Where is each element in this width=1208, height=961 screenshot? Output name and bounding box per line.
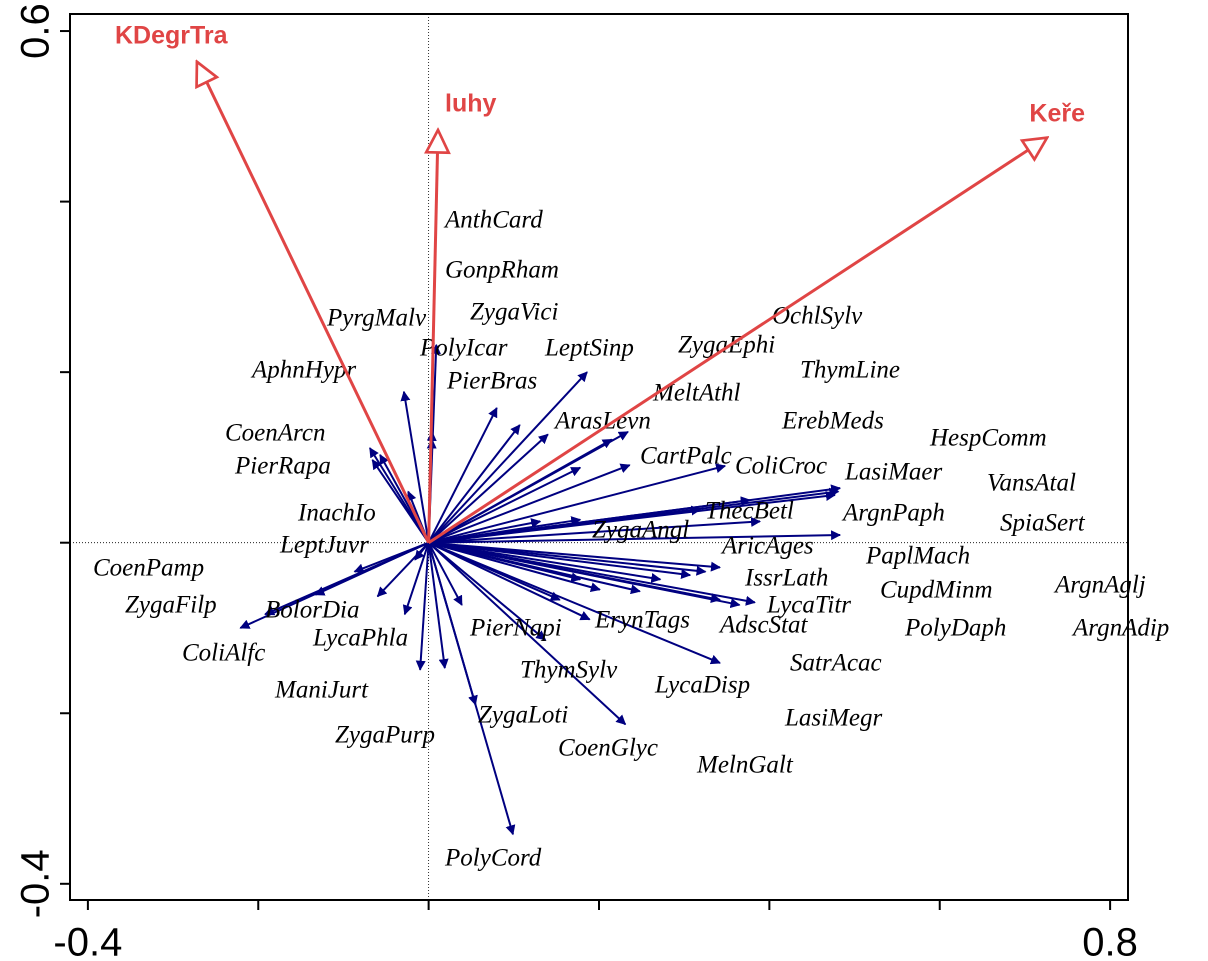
species-arrow: [428, 541, 582, 583]
species-arrow: [427, 433, 549, 544]
species-arrow: [415, 542, 430, 671]
species-label: BolorDia: [265, 597, 359, 624]
species-label: PierNapi: [469, 615, 562, 642]
species-arrow: [428, 466, 582, 544]
species-arrow: [239, 541, 430, 629]
species-label: InachIo: [297, 500, 376, 527]
species-label: PaplMach: [865, 543, 970, 570]
species-label: ZygaAngl: [592, 517, 689, 544]
species-label: CoenPamp: [93, 555, 204, 582]
species-label: ArgnAglj: [1053, 572, 1146, 599]
species-label: ColiCroc: [735, 453, 827, 480]
species-label: LeptSinp: [544, 335, 634, 362]
species-label: AnthCard: [443, 207, 543, 234]
species-label: PierRapa: [234, 453, 331, 480]
species-label: PyrgMalv: [326, 305, 427, 332]
species-label: LycaTitr: [766, 592, 851, 619]
plot-frame: [69, 13, 1129, 901]
species-label: ArgnPaph: [841, 500, 945, 527]
species-label: SatrAcac: [790, 650, 882, 677]
species-arrow: [427, 542, 449, 670]
species-label: LycaPhla: [312, 625, 408, 652]
species-label: PolyCord: [444, 845, 542, 872]
species-arrow: [428, 463, 727, 544]
species-arrow: [427, 541, 627, 726]
species-label: CartPalc: [640, 443, 732, 470]
species-label: SpiaSert: [1000, 510, 1086, 537]
species-arrow: [427, 371, 588, 544]
species-label: IssrLath: [744, 565, 828, 592]
species-label: HespComm: [929, 425, 1047, 452]
species-arrow: [428, 541, 591, 621]
species-label: AricAges: [720, 533, 814, 560]
species-arrow: [414, 542, 430, 561]
species-label: PolyDaph: [904, 615, 1006, 642]
species-label: ThymLine: [800, 357, 900, 384]
species-arrow: [427, 424, 521, 544]
env-label: luhy: [445, 90, 496, 118]
species-arrow: [428, 541, 741, 609]
species-arrow: [427, 407, 498, 544]
species-label: LycaDisp: [654, 672, 750, 699]
species-arrow: [428, 541, 662, 583]
species-arrow: [428, 463, 631, 544]
species-label: OchlSylv: [772, 303, 863, 330]
species-arrow: [428, 505, 702, 544]
species-arrow: [427, 542, 516, 836]
species-label: CoenArcn: [225, 420, 325, 447]
species-arrow: [400, 390, 430, 543]
species-label: PierBras: [446, 368, 537, 395]
species-arrow: [428, 541, 692, 579]
env-arrow: [429, 130, 438, 543]
species-arrow: [427, 541, 547, 641]
x-tick-label: -0.4: [53, 921, 122, 961]
species-arrow: [428, 530, 842, 544]
env-label: KDegrTra: [115, 22, 229, 50]
species-arrow: [428, 541, 561, 601]
species-arrow: [402, 542, 430, 616]
env-arrow: [427, 138, 1047, 544]
species-label: ThymSylv: [520, 657, 618, 684]
species-label: AphnHypr: [250, 357, 356, 384]
species-label: MelnGalt: [696, 752, 794, 779]
species-arrow: [428, 518, 542, 544]
env-arrow: [197, 62, 430, 544]
species-arrow: [428, 541, 721, 665]
species-label: ZygaFilp: [125, 592, 217, 619]
species-label: LasiMegr: [784, 705, 883, 732]
species-label: MeltAthl: [652, 380, 741, 407]
species-label: CupdMinm: [880, 577, 993, 604]
species-label: ZygaLoti: [478, 702, 568, 729]
species-label: ZygaEphi: [678, 332, 775, 359]
env-label: Keře: [1029, 100, 1085, 128]
species-label: ZygaPurp: [335, 722, 435, 749]
species-label: AdscStat: [718, 612, 809, 639]
species-label: ZygaVici: [470, 299, 558, 326]
species-arrow: [428, 516, 761, 544]
species-label: ArgnAdip: [1071, 615, 1169, 642]
x-tick-label: 0.8: [1082, 921, 1138, 961]
species-arrow: [427, 542, 463, 606]
species-label: ErebMeds: [781, 408, 884, 435]
species-label: ColiAlfc: [182, 640, 265, 667]
species-label: LasiMaer: [844, 459, 943, 486]
species-label: VansAtal: [987, 470, 1076, 497]
y-tick-label: 0.6: [14, 3, 58, 59]
species-label: GonpRham: [445, 257, 559, 284]
y-tick-label: -0.4: [14, 849, 58, 918]
species-label: CoenGlyc: [558, 735, 658, 762]
species-label: ErynTags: [594, 607, 690, 634]
species-arrow: [428, 438, 613, 544]
species-arrow: [371, 459, 430, 544]
species-label: LeptJuvr: [279, 532, 369, 559]
species-label: ManiJurt: [274, 677, 369, 704]
species-label: ThecBetl: [705, 498, 794, 525]
